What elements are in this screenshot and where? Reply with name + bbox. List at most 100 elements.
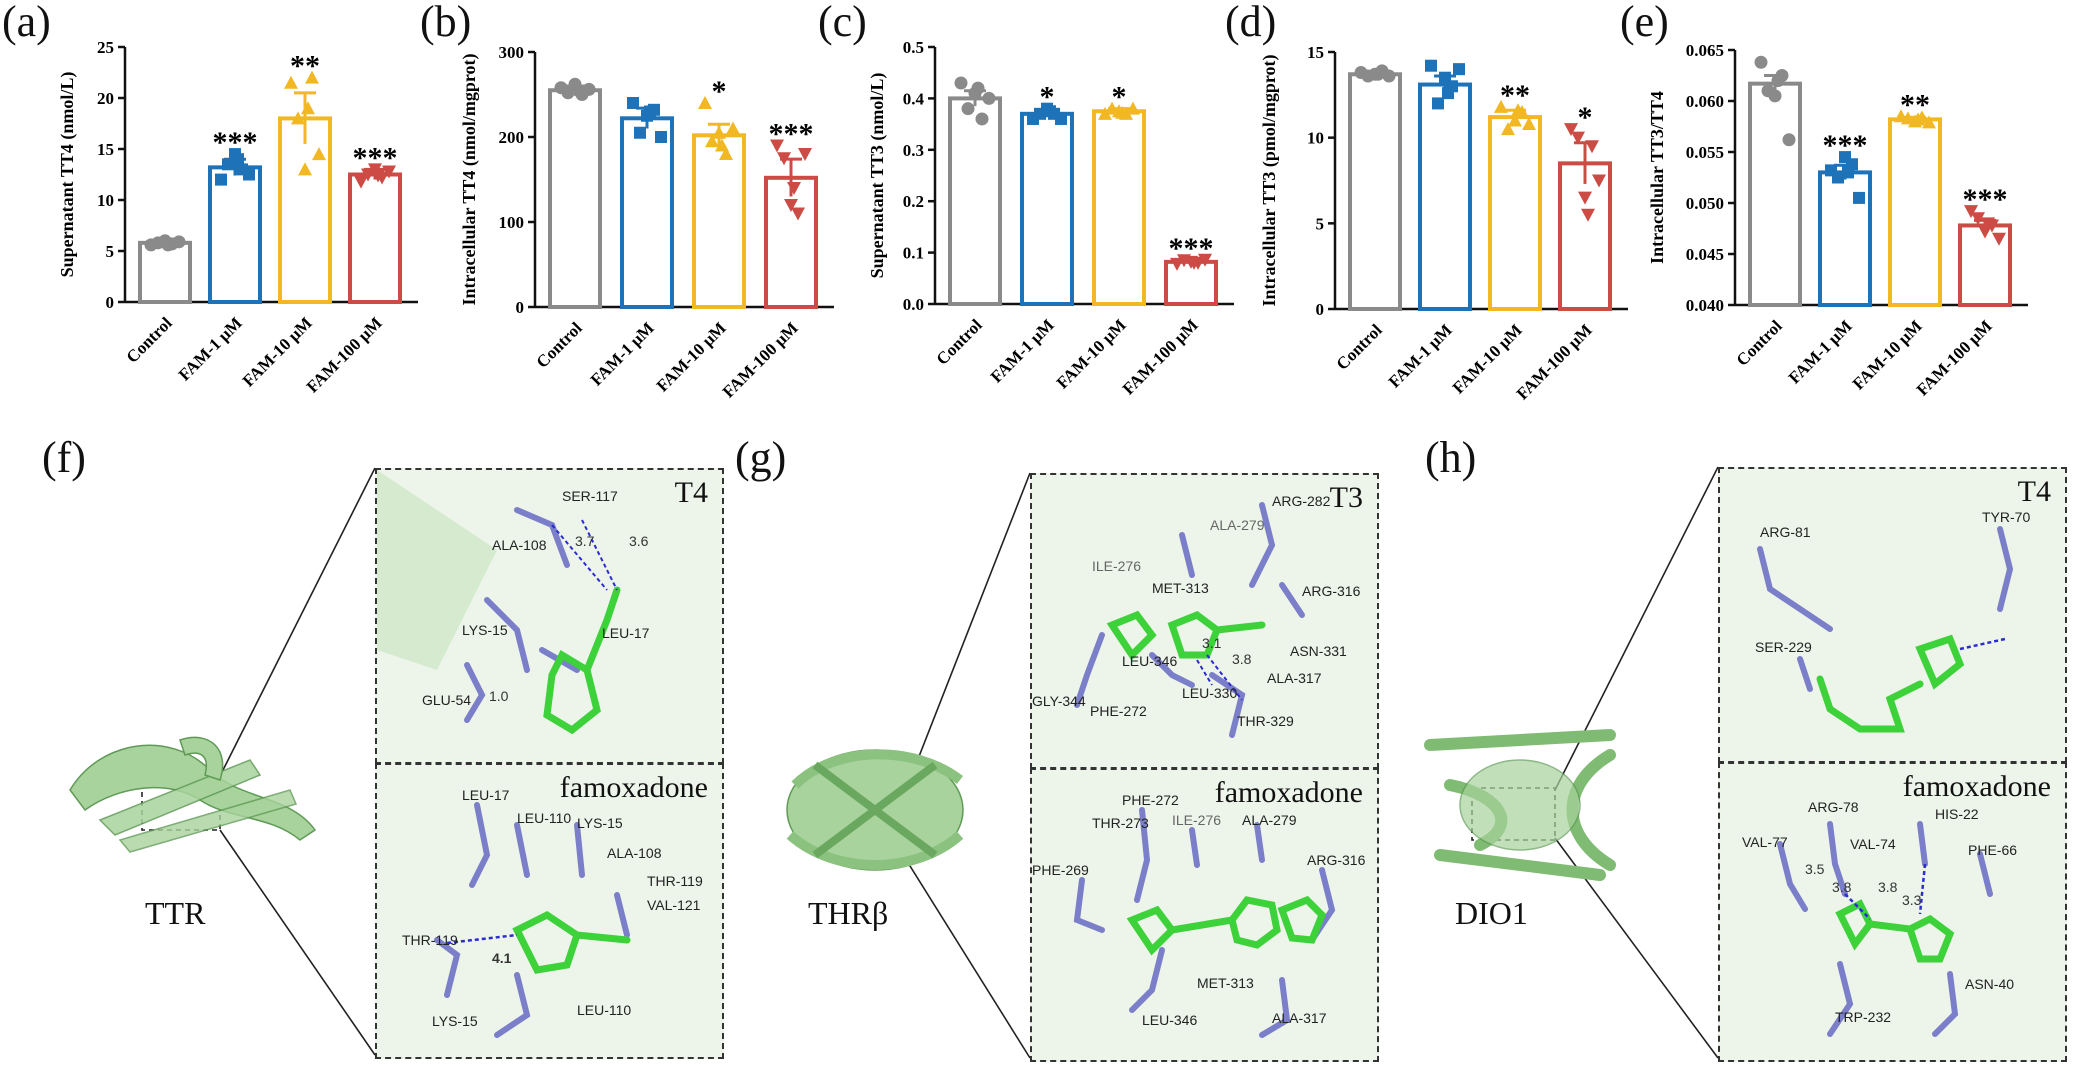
residue-label: ARG-78 bbox=[1808, 799, 1859, 815]
y-tick-label: 0.060 bbox=[1686, 92, 1724, 111]
y-tick-label: 0.0 bbox=[903, 295, 924, 314]
residue-label: GLY-344 bbox=[1032, 693, 1086, 709]
residue-label: MET-313 bbox=[1197, 975, 1254, 991]
distance-label: 3.8 bbox=[1832, 879, 1852, 895]
y-tick-label: 15 bbox=[1307, 43, 1324, 62]
residue-label: LEU-17 bbox=[462, 787, 510, 803]
residue-label: SER-229 bbox=[1755, 639, 1812, 655]
panel-label-g: (g) bbox=[735, 433, 787, 482]
thrb-cartoon bbox=[786, 749, 964, 871]
data-point bbox=[1853, 191, 1865, 204]
data-point bbox=[1494, 99, 1508, 113]
distance-label: 3.1 bbox=[1202, 635, 1222, 651]
distance-label: 3.3 bbox=[1902, 892, 1922, 908]
data-point bbox=[571, 83, 585, 97]
data-point bbox=[1198, 253, 1212, 267]
residue-label: THR-329 bbox=[1237, 713, 1294, 729]
y-tick-label: 0.055 bbox=[1686, 143, 1724, 162]
data-point bbox=[298, 162, 312, 176]
significance-label: * bbox=[1040, 81, 1055, 114]
y-tick-label: 20 bbox=[97, 89, 114, 108]
data-point bbox=[1055, 112, 1067, 125]
distance-label: 3.8 bbox=[1232, 651, 1252, 667]
y-tick-label: 100 bbox=[499, 213, 525, 232]
data-point bbox=[777, 152, 791, 166]
docking-h-bottom: famoxadone ARG-78 HIS-22 VAL-77 VAL-74 P… bbox=[1718, 762, 2067, 1062]
data-point bbox=[982, 91, 996, 105]
y-tick-label: 25 bbox=[97, 38, 114, 57]
residue-label: ILE-276 bbox=[1092, 558, 1142, 574]
protein-name-thrb: THRβ bbox=[808, 895, 889, 931]
panel-label-e: (e) bbox=[1620, 0, 1669, 46]
docking-g-bottom-title: famoxadone bbox=[1214, 776, 1363, 809]
data-point bbox=[1522, 116, 1536, 130]
y-tick-label: 5 bbox=[1316, 214, 1325, 233]
y-tick-label: 10 bbox=[1307, 129, 1324, 148]
y-axis-label: Intracellular TT3 (pmol/mgprot) bbox=[1259, 54, 1280, 306]
panel-label-f: (f) bbox=[42, 433, 86, 482]
data-point bbox=[784, 199, 798, 212]
data-point bbox=[1754, 55, 1768, 69]
data-point bbox=[1115, 105, 1129, 119]
protein-name-ttr: TTR bbox=[145, 895, 206, 931]
panel-label-d: (d) bbox=[1225, 0, 1277, 46]
dio1-cartoon bbox=[1424, 729, 1616, 881]
data-point bbox=[301, 101, 315, 115]
data-point bbox=[243, 168, 255, 181]
data-point bbox=[1425, 59, 1437, 72]
panel-label-h: (h) bbox=[1425, 433, 1477, 482]
data-point bbox=[712, 125, 726, 139]
residue-label: SER-117 bbox=[562, 488, 618, 504]
data-point bbox=[222, 158, 234, 171]
data-point bbox=[798, 148, 812, 161]
data-point bbox=[284, 75, 298, 89]
significance-label: ** bbox=[1500, 79, 1530, 112]
y-tick-label: 0 bbox=[516, 298, 525, 317]
docking-g-top-title: T3 bbox=[1329, 481, 1363, 514]
data-point bbox=[961, 102, 975, 116]
data-point bbox=[1581, 208, 1595, 222]
data-point bbox=[715, 138, 729, 152]
data-point bbox=[627, 97, 639, 109]
data-point bbox=[1170, 257, 1184, 271]
data-point bbox=[1371, 67, 1385, 81]
y-axis-label: Supernatant TT3 (nmol/L) bbox=[867, 73, 888, 279]
significance-label: *** bbox=[1963, 183, 2008, 216]
data-point bbox=[770, 139, 784, 153]
data-point bbox=[1964, 205, 1978, 219]
docking-g-bottom: famoxadone PHE-272 THR-273 ILE-276 ALA-2… bbox=[1030, 768, 1379, 1062]
data-point bbox=[1971, 212, 1985, 226]
residue-label: ASN-331 bbox=[1290, 643, 1347, 659]
residue-label: LEU-330 bbox=[1182, 685, 1238, 701]
panel-label-b: (b) bbox=[420, 0, 472, 46]
data-point bbox=[1578, 191, 1592, 205]
residue-label: PHE-269 bbox=[1032, 862, 1089, 878]
y-tick-label: 0 bbox=[1316, 300, 1325, 319]
y-tick-label: 300 bbox=[499, 43, 525, 62]
significance-label: *** bbox=[769, 118, 814, 151]
significance-label: * bbox=[1578, 101, 1593, 134]
distance-label: 1.0 bbox=[489, 688, 509, 704]
residue-label: ARG-316 bbox=[1307, 852, 1366, 868]
y-axis-label: Intracellular TT4 (nmol/mgprot) bbox=[459, 53, 480, 305]
docking-f-bottom: famoxadone LEU-17 LEU-110 LYS-15 ALA-108… bbox=[375, 763, 724, 1059]
data-point bbox=[954, 76, 968, 90]
data-point bbox=[719, 147, 733, 160]
data-point bbox=[655, 131, 667, 143]
residue-label: LYS-15 bbox=[432, 1013, 478, 1029]
data-point bbox=[1044, 105, 1056, 118]
significance-label: ** bbox=[1900, 88, 1930, 121]
distance-label: 4.1 bbox=[492, 950, 512, 966]
data-point bbox=[1442, 87, 1454, 100]
significance-label: ** bbox=[290, 50, 320, 83]
data-point bbox=[172, 235, 186, 249]
data-point bbox=[1771, 74, 1785, 88]
y-tick-label: 0 bbox=[106, 293, 115, 312]
residue-label: LEU-346 bbox=[1142, 1012, 1198, 1028]
data-point bbox=[1453, 63, 1465, 76]
residue-label: ALA-279 bbox=[1242, 812, 1297, 828]
residue-label: ALA-317 bbox=[1272, 1010, 1327, 1026]
data-point bbox=[634, 126, 646, 139]
residue-label: PHE-66 bbox=[1968, 842, 2018, 858]
distance-label: 3.8 bbox=[1878, 879, 1898, 895]
